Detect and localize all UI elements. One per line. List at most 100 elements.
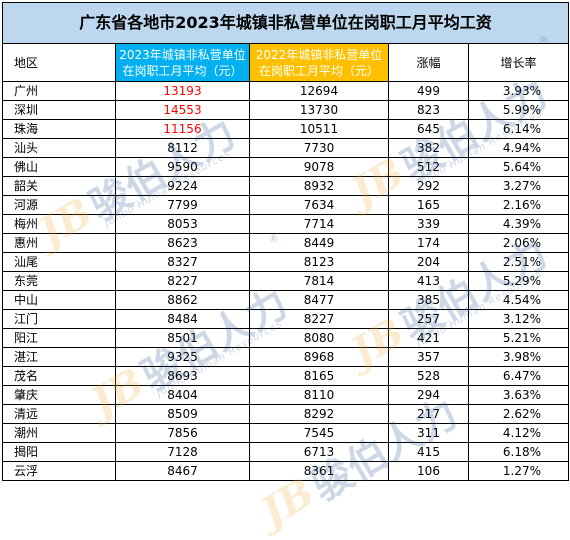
cell-avg-2022: 7730 bbox=[249, 138, 389, 158]
cell-growth-rate: 2.62% bbox=[467, 404, 570, 424]
cell-region: 深圳 bbox=[2, 100, 116, 120]
cell-growth-rate: 6.18% bbox=[467, 442, 570, 462]
table-row: 茂名 8693 8165 528 6.47% bbox=[2, 366, 570, 386]
cell-region: 韶关 bbox=[2, 176, 116, 196]
cell-region: 清远 bbox=[2, 404, 116, 424]
cell-increase: 357 bbox=[388, 347, 469, 367]
cell-region: 汕尾 bbox=[2, 252, 116, 272]
cell-increase: 512 bbox=[388, 157, 469, 177]
cell-region: 河源 bbox=[2, 195, 116, 215]
cell-avg-2022: 8477 bbox=[249, 290, 389, 310]
cell-avg-2023: 11156 bbox=[115, 119, 250, 139]
cell-avg-2022: 8449 bbox=[249, 233, 389, 253]
cell-increase: 382 bbox=[388, 138, 469, 158]
cell-avg-2022: 7634 bbox=[249, 195, 389, 215]
table-row: 揭阳 7128 6713 415 6.18% bbox=[2, 442, 570, 462]
cell-growth-rate: 5.64% bbox=[467, 157, 570, 177]
cell-region: 湛江 bbox=[2, 347, 116, 367]
cell-increase: 204 bbox=[388, 252, 469, 272]
header-region: 地区 bbox=[2, 43, 116, 82]
header-row: 地区 2023年城镇非私营单位在岗职工月平均（元） 2022年城镇非私营单位在岗… bbox=[2, 43, 570, 82]
cell-avg-2023: 8484 bbox=[115, 309, 250, 329]
cell-increase: 217 bbox=[388, 404, 469, 424]
cell-avg-2023: 8509 bbox=[115, 404, 250, 424]
cell-avg-2022: 7814 bbox=[249, 271, 389, 291]
cell-growth-rate: 4.54% bbox=[467, 290, 570, 310]
cell-avg-2022: 10511 bbox=[249, 119, 389, 139]
cell-increase: 823 bbox=[388, 100, 469, 120]
table-row: 梅州 8053 7714 339 4.39% bbox=[2, 214, 570, 234]
cell-avg-2022: 12694 bbox=[249, 81, 389, 101]
cell-avg-2022: 8292 bbox=[249, 404, 389, 424]
cell-increase: 413 bbox=[388, 271, 469, 291]
cell-avg-2023: 8053 bbox=[115, 214, 250, 234]
cell-region: 东莞 bbox=[2, 271, 116, 291]
cell-avg-2023: 8227 bbox=[115, 271, 250, 291]
table-row: 肇庆 8404 8110 294 3.63% bbox=[2, 385, 570, 405]
cell-avg-2023: 8467 bbox=[115, 461, 250, 481]
cell-increase: 292 bbox=[388, 176, 469, 196]
header-avg-2023: 2023年城镇非私营单位在岗职工月平均（元） bbox=[115, 43, 250, 82]
cell-increase: 645 bbox=[388, 119, 469, 139]
cell-avg-2022: 13730 bbox=[249, 100, 389, 120]
wage-sheet: 广东省各地市2023年城镇非私营单位在岗职工月平均工资 地区 2023年城镇非私… bbox=[1, 2, 570, 495]
cell-increase: 311 bbox=[388, 423, 469, 443]
table-row: 佛山 9590 9078 512 5.64% bbox=[2, 157, 570, 177]
table-row: 河源 7799 7634 165 2.16% bbox=[2, 195, 570, 215]
cell-avg-2022: 8968 bbox=[249, 347, 389, 367]
table-row: 韶关 9224 8932 292 3.27% bbox=[2, 176, 570, 196]
cell-increase: 421 bbox=[388, 328, 469, 348]
cell-avg-2022: 8080 bbox=[249, 328, 389, 348]
cell-increase: 339 bbox=[388, 214, 469, 234]
cell-region: 惠州 bbox=[2, 233, 116, 253]
cell-growth-rate: 3.27% bbox=[467, 176, 570, 196]
header-increase: 涨幅 bbox=[388, 43, 469, 82]
cell-growth-rate: 5.99% bbox=[467, 100, 570, 120]
cell-region: 云浮 bbox=[2, 461, 116, 481]
cell-region: 江门 bbox=[2, 309, 116, 329]
cell-increase: 174 bbox=[388, 233, 469, 253]
cell-growth-rate: 3.93% bbox=[467, 81, 570, 101]
table-row: 中山 8862 8477 385 4.54% bbox=[2, 290, 570, 310]
cell-growth-rate: 3.98% bbox=[467, 347, 570, 367]
cell-growth-rate: 2.51% bbox=[467, 252, 570, 272]
cell-avg-2023: 7128 bbox=[115, 442, 250, 462]
table-row: 汕尾 8327 8123 204 2.51% bbox=[2, 252, 570, 272]
cell-avg-2022: 7714 bbox=[249, 214, 389, 234]
cell-avg-2022: 7545 bbox=[249, 423, 389, 443]
cell-avg-2022: 8123 bbox=[249, 252, 389, 272]
cell-region: 茂名 bbox=[2, 366, 116, 386]
cell-increase: 294 bbox=[388, 385, 469, 405]
table-row: 汕头 8112 7730 382 4.94% bbox=[2, 138, 570, 158]
cell-region: 佛山 bbox=[2, 157, 116, 177]
cell-avg-2023: 9325 bbox=[115, 347, 250, 367]
table-row: 深圳 14553 13730 823 5.99% bbox=[2, 100, 570, 120]
table-row: 云浮 8467 8361 106 1.27% bbox=[2, 461, 570, 481]
cell-avg-2023: 8693 bbox=[115, 366, 250, 386]
cell-growth-rate: 5.21% bbox=[467, 328, 570, 348]
cell-increase: 385 bbox=[388, 290, 469, 310]
table-row: 清远 8509 8292 217 2.62% bbox=[2, 404, 570, 424]
cell-region: 揭阳 bbox=[2, 442, 116, 462]
cell-growth-rate: 4.94% bbox=[467, 138, 570, 158]
cell-increase: 106 bbox=[388, 461, 469, 481]
table-row: 潮州 7856 7545 311 4.12% bbox=[2, 423, 570, 443]
cell-region: 潮州 bbox=[2, 423, 116, 443]
cell-growth-rate: 3.12% bbox=[467, 309, 570, 329]
title-row: 广东省各地市2023年城镇非私营单位在岗职工月平均工资 bbox=[1, 2, 570, 44]
wage-table: 广东省各地市2023年城镇非私营单位在岗职工月平均工资 地区 2023年城镇非私… bbox=[1, 2, 570, 481]
cell-increase: 499 bbox=[388, 81, 469, 101]
cell-avg-2023: 8327 bbox=[115, 252, 250, 272]
cell-avg-2022: 8932 bbox=[249, 176, 389, 196]
header-growth-rate: 增长率 bbox=[467, 43, 570, 82]
table-row: 珠海 11156 10511 645 6.14% bbox=[2, 119, 570, 139]
cell-region: 中山 bbox=[2, 290, 116, 310]
cell-avg-2022: 8110 bbox=[249, 385, 389, 405]
table-row: 广州 13193 12694 499 3.93% bbox=[2, 81, 570, 101]
cell-avg-2023: 8112 bbox=[115, 138, 250, 158]
cell-growth-rate: 4.12% bbox=[467, 423, 570, 443]
cell-growth-rate: 2.06% bbox=[467, 233, 570, 253]
cell-region: 阳江 bbox=[2, 328, 116, 348]
table-row: 惠州 8623 8449 174 2.06% bbox=[2, 233, 570, 253]
cell-region: 肇庆 bbox=[2, 385, 116, 405]
